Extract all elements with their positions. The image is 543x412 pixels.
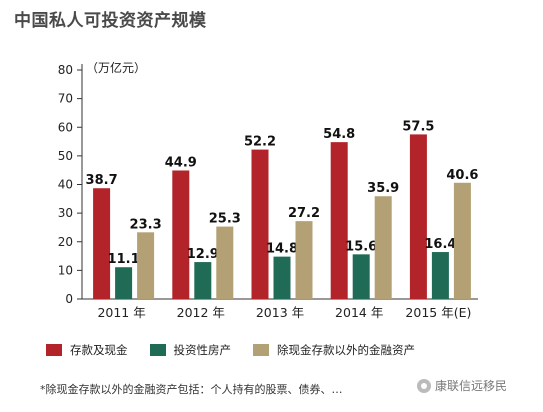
data-label: 14.8 xyxy=(266,242,298,257)
y-tick-label: 20 xyxy=(58,235,73,249)
data-label: 40.6 xyxy=(446,168,478,183)
watermark-logo-icon xyxy=(416,378,431,393)
y-tick-label: 30 xyxy=(58,206,73,220)
y-tick-label: 70 xyxy=(58,92,73,106)
legend-swatch-deposits xyxy=(46,344,62,356)
legend-label-financial: 除现金存款以外的金融资产 xyxy=(277,343,415,357)
x-tick-label: 2011 年 xyxy=(97,305,145,320)
data-label: 35.9 xyxy=(367,181,399,196)
bar xyxy=(172,170,190,299)
y-tick-label: 10 xyxy=(58,263,73,277)
bar-chart: 0 10 20 30 40 50 60 70 80 （万亿元） 38.7 11.1 23.3 2011 年… xyxy=(58,60,479,320)
y-tick-label: 0 xyxy=(65,292,73,306)
bar xyxy=(453,182,471,299)
bar xyxy=(431,252,449,299)
legend-label-property: 投资性房产 xyxy=(173,343,232,357)
bar xyxy=(374,196,392,299)
data-label: 25.3 xyxy=(209,212,241,227)
bar xyxy=(216,226,234,299)
bar xyxy=(251,149,269,299)
x-tick-label: 2012 年 xyxy=(177,305,225,320)
bar xyxy=(137,232,155,299)
y-tick-label: 40 xyxy=(58,178,73,192)
bar xyxy=(93,188,111,299)
bar xyxy=(352,254,370,299)
legend-swatch-property xyxy=(149,344,166,356)
x-tick-label: 2014 年 xyxy=(335,305,383,320)
data-label: 38.7 xyxy=(86,173,118,188)
data-label: 27.2 xyxy=(288,206,320,221)
bar xyxy=(295,221,313,299)
legend-item-property: 投资性房产 xyxy=(149,342,232,358)
data-label: 54.8 xyxy=(323,127,355,142)
legend-item-deposits: 存款及现金 xyxy=(46,342,128,358)
bar xyxy=(115,267,133,299)
watermark: 康联信远移民 xyxy=(416,377,507,394)
data-label: 16.4 xyxy=(424,237,456,252)
y-unit-label: （万亿元） xyxy=(86,60,146,75)
bar xyxy=(194,262,212,299)
bar xyxy=(273,256,291,299)
footnote: *除现金存款以外的金融资产包括：个人持有的股票、债券、… xyxy=(40,383,343,396)
data-label: 44.9 xyxy=(165,155,197,170)
y-tick-label: 60 xyxy=(58,120,73,134)
legend-swatch-financial xyxy=(253,344,269,356)
data-label: 52.2 xyxy=(244,135,276,150)
x-tick-label: 2015 年(E) xyxy=(405,305,471,320)
data-label: 23.3 xyxy=(130,217,162,232)
data-label: 11.1 xyxy=(108,252,140,267)
data-label: 12.9 xyxy=(187,247,219,262)
x-tick-label: 2013 年 xyxy=(256,305,304,320)
y-tick-label: 50 xyxy=(58,149,73,163)
watermark-text: 康联信远移民 xyxy=(434,379,507,393)
bar xyxy=(409,134,427,299)
legend-item-financial: 除现金存款以外的金融资产 xyxy=(253,342,415,358)
data-label: 15.6 xyxy=(345,239,377,254)
data-label: 57.5 xyxy=(402,119,434,134)
legend-label-deposits: 存款及现金 xyxy=(70,343,128,357)
legend: 存款及现金 投资性房产 除现金存款以外的金融资产 xyxy=(46,342,437,358)
bar xyxy=(330,142,348,299)
y-tick-label: 80 xyxy=(58,63,73,77)
chart-title: 中国私人可投资资产规模 xyxy=(14,11,207,31)
